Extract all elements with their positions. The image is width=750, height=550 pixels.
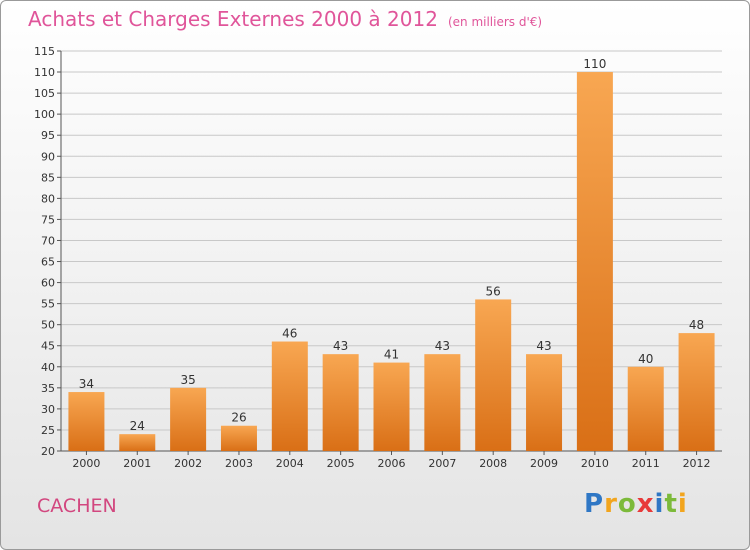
y-tick-label: 115 — [34, 45, 55, 58]
x-tick-label: 2012 — [683, 457, 711, 470]
x-tick-label: 2002 — [174, 457, 202, 470]
y-tick-label: 50 — [41, 319, 55, 332]
proxiti-logo[interactable]: Proxiti — [584, 489, 688, 519]
bar-2011 — [627, 366, 664, 451]
logo-letter: x — [636, 489, 655, 519]
logo-letter: i — [654, 489, 665, 519]
data-label-2001: 24 — [130, 419, 145, 433]
data-label-2006: 41 — [384, 348, 399, 362]
y-tick-label: 105 — [34, 87, 55, 100]
data-label-2012: 48 — [689, 318, 704, 332]
y-tick-label: 45 — [41, 340, 55, 353]
chart-title-main: Achats et Charges Externes 2000 à 2012 — [28, 7, 438, 31]
data-labels: 34 24 35 26 46 43 41 43 56 43 110 40 48 — [79, 57, 704, 433]
chart-title: Achats et Charges Externes 2000 à 2012 (e… — [28, 7, 542, 31]
data-label-2004: 46 — [282, 327, 297, 341]
bar-2007 — [424, 354, 461, 451]
y-tick-label: 25 — [41, 424, 55, 437]
y-tick-label: 65 — [41, 256, 55, 269]
y-tick-label: 60 — [41, 277, 55, 290]
bar-2010 — [576, 72, 613, 451]
x-tick-label: 2006 — [378, 457, 406, 470]
y-tick-label: 70 — [41, 234, 55, 247]
data-label-2009: 43 — [536, 339, 551, 353]
commune-name: CACHEN — [37, 495, 117, 517]
logo-letter: t — [664, 489, 678, 519]
y-tick-label: 35 — [41, 382, 55, 395]
y-tick-label: 85 — [41, 171, 55, 184]
x-tick-label: 2010 — [581, 457, 609, 470]
data-label-2008: 56 — [486, 284, 501, 298]
y-tick-label: 100 — [34, 108, 55, 121]
data-label-2010: 110 — [583, 57, 606, 71]
bar-2002 — [170, 387, 207, 451]
x-tick-label: 2007 — [428, 457, 456, 470]
bar-2000 — [68, 392, 105, 451]
data-label-2000: 34 — [79, 377, 94, 391]
y-tick-label: 75 — [41, 213, 55, 226]
bar-2006 — [373, 362, 410, 451]
y-tick-label: 95 — [41, 129, 55, 142]
x-axis: 2000 2001 2002 2003 2004 2005 2006 2007 2008 2009… — [72, 451, 711, 470]
bar-2003 — [220, 425, 257, 451]
y-tick-label: 40 — [41, 361, 55, 374]
logo-letter: i — [677, 489, 688, 519]
bar-2009 — [526, 354, 563, 451]
x-tick-label: 2011 — [632, 457, 660, 470]
chart-title-unit: (en milliers d'€) — [447, 15, 543, 29]
logo-letter: o — [617, 489, 637, 519]
bar-2001 — [119, 434, 156, 451]
bar-2012 — [678, 333, 715, 451]
bar-2008 — [475, 299, 512, 451]
data-label-2002: 35 — [180, 373, 195, 387]
y-tick-label: 55 — [41, 298, 55, 311]
x-tick-label: 2008 — [479, 457, 507, 470]
data-label-2005: 43 — [333, 339, 348, 353]
bars — [68, 72, 715, 451]
logo-letter: P — [584, 489, 605, 519]
x-tick-label: 2003 — [225, 457, 253, 470]
data-label-2007: 43 — [435, 339, 450, 353]
y-tick-label: 90 — [41, 150, 55, 163]
x-tick-label: 2001 — [123, 457, 151, 470]
x-tick-label: 2004 — [276, 457, 304, 470]
x-tick-label: 2005 — [327, 457, 355, 470]
bar-2005 — [322, 354, 359, 451]
x-tick-label: 2009 — [530, 457, 558, 470]
data-label-2011: 40 — [638, 352, 653, 366]
x-tick-label: 2000 — [72, 457, 100, 470]
y-tick-label: 20 — [41, 445, 55, 458]
logo-letter: r — [604, 489, 618, 519]
bar-2004 — [271, 341, 308, 451]
y-tick-label: 30 — [41, 403, 55, 416]
y-tick-label: 110 — [34, 66, 55, 79]
y-tick-label: 80 — [41, 192, 55, 205]
data-label-2003: 26 — [231, 411, 246, 425]
